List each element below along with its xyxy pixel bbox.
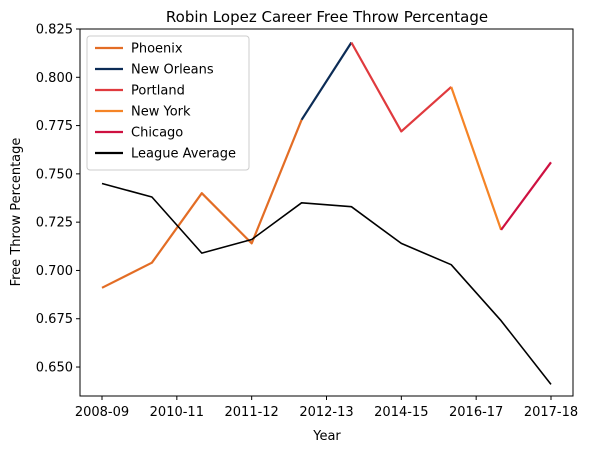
legend-label: Chicago <box>131 126 183 141</box>
legend-label: New York <box>131 105 191 120</box>
x-axis: 2008-09 2010-11 2011-12 2012-13 2014-15 2016-… <box>75 396 578 420</box>
y-tick-label: 0.650 <box>36 361 73 376</box>
x-tick-label: 2010-11 <box>150 405 204 420</box>
y-tick-label: 0.800 <box>36 71 73 86</box>
x-tick-label: 2017-18 <box>524 405 578 420</box>
x-tick-label: 2011-12 <box>225 405 279 420</box>
x-tick-label: 2008-09 <box>75 405 129 420</box>
y-tick-label: 0.700 <box>36 264 73 279</box>
legend: Phoenix New Orleans Portland New York Chicag… <box>86 35 250 171</box>
series-line-chicago <box>500 161 552 231</box>
series-line-new-orleans <box>300 41 353 121</box>
y-tick-label: 0.725 <box>36 216 73 231</box>
legend-label: Phoenix <box>131 42 183 57</box>
y-tick-label: 0.675 <box>36 312 73 327</box>
y-tick-label: 0.775 <box>36 119 73 134</box>
series-line-portland <box>350 41 452 133</box>
y-axis-label: Free Throw Percentage <box>9 138 24 287</box>
series-line-phoenix <box>101 119 303 289</box>
y-tick-label: 0.825 <box>36 23 73 38</box>
series-line-new-york <box>450 86 503 231</box>
x-tick-label: 2014-15 <box>374 405 428 420</box>
plot-frame <box>79 28 574 397</box>
legend-label: New Orleans <box>131 63 214 78</box>
legend-label: Portland <box>131 84 185 99</box>
chart-title: Robin Lopez Career Free Throw Percentage <box>166 8 488 26</box>
series-line-league-average <box>101 182 552 385</box>
x-tick-label: 2016-17 <box>449 405 503 420</box>
legend-box <box>86 35 250 171</box>
y-axis: 0.650 0.675 0.700 0.725 0.750 0.775 0.800 0.825 <box>36 23 80 376</box>
legend-label: League Average <box>131 147 236 162</box>
y-tick-label: 0.750 <box>36 167 73 182</box>
series-lines <box>101 41 552 385</box>
x-tick-label: 2012-13 <box>299 405 353 420</box>
x-axis-label: Year <box>312 429 341 444</box>
